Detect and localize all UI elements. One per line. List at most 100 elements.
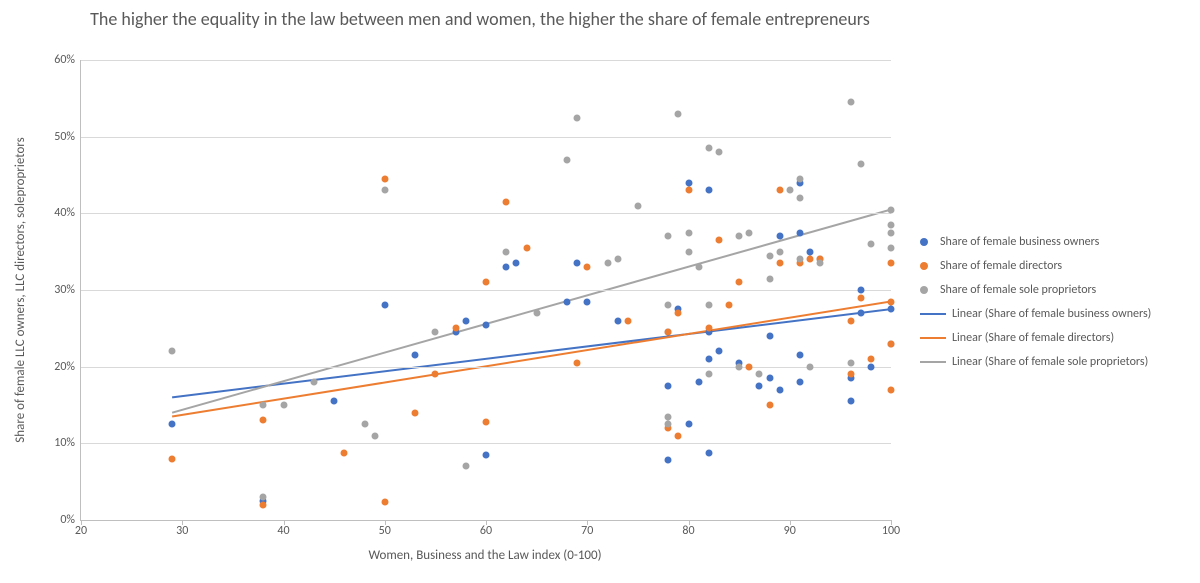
data-point-sole — [604, 260, 611, 267]
data-point-directors — [584, 264, 591, 271]
data-point-directors — [685, 187, 692, 194]
data-point-owners — [705, 187, 712, 194]
trendline-owners — [172, 309, 891, 397]
data-point-sole — [766, 252, 773, 259]
data-point-directors — [432, 371, 439, 378]
data-point-sole — [847, 99, 854, 106]
data-point-sole — [705, 145, 712, 152]
data-point-sole — [796, 256, 803, 263]
data-point-sole — [685, 248, 692, 255]
data-point-directors — [847, 371, 854, 378]
y-tick-label: 40% — [54, 206, 81, 220]
x-tick-label: 80 — [682, 520, 694, 538]
data-point-sole — [432, 329, 439, 336]
x-tick-label: 70 — [581, 520, 593, 538]
data-point-owners — [766, 333, 773, 340]
legend-item: Linear (Share of female directors) — [920, 326, 1151, 350]
legend-label: Share of female business owners — [940, 235, 1099, 249]
data-point-directors — [169, 455, 176, 462]
data-point-directors — [574, 359, 581, 366]
data-point-owners — [685, 421, 692, 428]
x-tick-label: 20 — [75, 520, 87, 538]
y-tick-label: 50% — [54, 130, 81, 144]
data-point-sole — [756, 371, 763, 378]
data-point-owners — [857, 287, 864, 294]
data-point-sole — [736, 363, 743, 370]
data-point-directors — [807, 256, 814, 263]
legend-marker-line — [920, 337, 946, 339]
trendline-directors — [172, 302, 891, 417]
data-point-owners — [867, 363, 874, 370]
data-point-owners — [695, 379, 702, 386]
data-point-directors — [776, 260, 783, 267]
data-point-directors — [867, 356, 874, 363]
data-point-sole — [888, 221, 895, 228]
y-tick-label: 60% — [54, 53, 81, 67]
data-point-owners — [796, 379, 803, 386]
data-point-owners — [807, 248, 814, 255]
data-point-owners — [715, 348, 722, 355]
data-point-sole — [310, 379, 317, 386]
scatter-chart: The higher the equality in the law betwe… — [0, 0, 1200, 583]
legend-item: Share of female directors — [920, 254, 1151, 278]
data-point-directors — [260, 501, 267, 508]
x-tick-label: 90 — [784, 520, 796, 538]
data-point-directors — [452, 325, 459, 332]
data-point-sole — [786, 187, 793, 194]
data-point-sole — [705, 371, 712, 378]
data-point-sole — [695, 264, 702, 271]
data-point-sole — [796, 195, 803, 202]
x-tick-label: 100 — [882, 520, 900, 538]
data-point-owners — [847, 398, 854, 405]
data-point-directors — [888, 386, 895, 393]
x-tick-label: 50 — [379, 520, 391, 538]
data-point-sole — [857, 160, 864, 167]
legend-label: Share of female directors — [940, 259, 1062, 273]
data-point-owners — [665, 382, 672, 389]
legend-marker-dot — [920, 286, 928, 294]
data-point-owners — [756, 382, 763, 389]
data-point-directors — [715, 237, 722, 244]
data-point-directors — [888, 260, 895, 267]
y-tick-label: 20% — [54, 360, 81, 374]
gridline — [81, 137, 891, 138]
data-point-owners — [705, 449, 712, 456]
legend-item: Linear (Share of female business owners) — [920, 302, 1151, 326]
data-point-sole — [715, 149, 722, 156]
data-point-owners — [614, 317, 621, 324]
data-point-directors — [746, 363, 753, 370]
data-point-directors — [888, 340, 895, 347]
data-point-owners — [888, 306, 895, 313]
legend-marker-line — [920, 361, 946, 363]
data-point-sole — [665, 233, 672, 240]
x-axis-title: Women, Business and the Law index (0-100… — [80, 548, 890, 563]
data-point-sole — [736, 233, 743, 240]
data-point-owners — [503, 264, 510, 271]
data-point-sole — [260, 494, 267, 501]
data-point-sole — [685, 229, 692, 236]
y-tick-label: 10% — [54, 436, 81, 450]
data-point-sole — [847, 359, 854, 366]
data-point-owners — [584, 298, 591, 305]
gridline — [81, 443, 891, 444]
data-point-directors — [412, 409, 419, 416]
data-point-sole — [807, 363, 814, 370]
data-point-owners — [462, 317, 469, 324]
data-point-owners — [412, 352, 419, 359]
legend-item: Share of female sole proprietors — [920, 278, 1151, 302]
data-point-sole — [260, 402, 267, 409]
y-axis-title: Share of female LLC owners, LLC director… — [13, 137, 28, 442]
legend-item: Linear (Share of female sole proprietors… — [920, 350, 1151, 374]
data-point-owners — [766, 375, 773, 382]
data-point-owners — [331, 398, 338, 405]
legend: Share of female business owners Share of … — [920, 230, 1151, 374]
data-point-owners — [574, 260, 581, 267]
data-point-directors — [675, 432, 682, 439]
data-point-directors — [381, 175, 388, 182]
data-point-sole — [665, 421, 672, 428]
data-point-sole — [665, 413, 672, 420]
x-tick-label: 30 — [176, 520, 188, 538]
data-point-sole — [634, 202, 641, 209]
data-point-sole — [766, 275, 773, 282]
data-point-directors — [736, 279, 743, 286]
